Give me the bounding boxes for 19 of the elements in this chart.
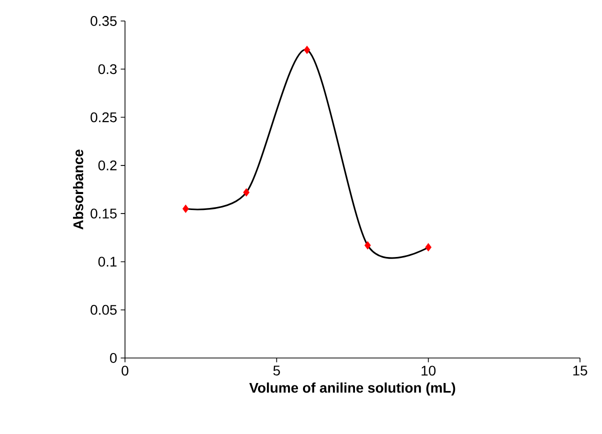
x-tick-label: 10 — [422, 366, 436, 376]
x-axis-title: Volume of aniline solution (mL) — [249, 382, 456, 396]
point — [304, 46, 310, 54]
y-tick-label: 0.25 — [90, 112, 117, 122]
y-tick-label: 0.1 — [98, 256, 117, 267]
y-tick-label: 0.05 — [90, 304, 117, 315]
y-tick-label: 0.15 — [90, 208, 117, 219]
point — [364, 241, 371, 250]
x-tick-label: 0 — [122, 366, 128, 376]
x-tick-label: 5 — [273, 366, 280, 376]
y-tick-label: 0.35 — [90, 16, 117, 26]
point — [425, 243, 432, 252]
y-tick-label: 0.2 — [98, 160, 117, 170]
point — [243, 188, 250, 197]
point — [182, 204, 189, 213]
y-tick-label: 0.3 — [98, 64, 117, 74]
x-tick-label: 15 — [573, 366, 588, 376]
y-tick-label: 0 — [110, 353, 117, 363]
y-axis-title: Absorbance — [72, 150, 84, 230]
